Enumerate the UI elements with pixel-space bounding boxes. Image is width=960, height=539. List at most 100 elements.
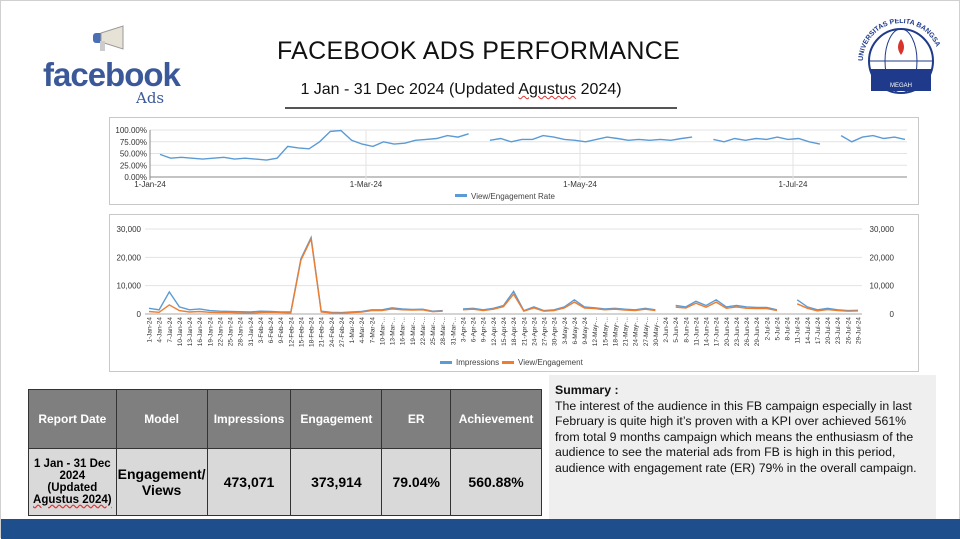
x-tick-label: 6-Apr-24 [471,317,478,343]
x-tick-label: 1-Jul-24 [779,180,808,189]
x-tick-label: 17-Jul-24 [815,317,822,344]
x-tick-label: 15-Apr-24 [501,317,508,346]
engagement-line [148,236,859,314]
date-line: (Updated [47,482,98,494]
x-tick-label: 6-Feb-24 [268,317,275,344]
subtitle-year: 2024) [576,81,622,98]
summary-heading: Summary : [555,383,619,397]
date-line: 2024 [59,470,86,482]
table-header-row: Report Date Model Impressions Engagement… [28,389,542,449]
x-tick-label: 28-Mar-... [440,317,447,345]
x-tick-label: 2-Jul-24 [764,317,771,341]
legend-label: Impressions [456,358,499,367]
x-tick-label: 25-Mar-... [430,317,437,345]
x-tick-label: 9-Feb-24 [278,317,285,344]
x-tick-label: 26-Jun-24 [744,317,751,347]
x-tick-label: 24-Feb-24 [329,317,336,347]
x-tick-label: 3-May-24 [562,317,569,345]
y-tick-label-right: 20,000 [870,253,895,262]
subtitle-month: Agustus [518,81,577,98]
x-tick-label: 31-Jan-24 [248,317,255,347]
y-tick-label-left: 20,000 [117,253,142,262]
col-report-date: Report Date [28,389,117,449]
x-tick-label: 1-Mar-24 [350,180,383,189]
performance-table: Report Date Model Impressions Engagement… [28,389,542,516]
x-tick-label: 11-Jul-24 [795,317,802,344]
x-tick-label: 3-Feb-24 [258,317,265,344]
x-tick-label: 4-Jan-24 [157,317,164,343]
table-row: 1 Jan - 31 Dec 2024 (Updated Agustus 2024) … [28,448,542,516]
y-tick-label-left: 30,000 [117,225,142,234]
x-tick-label: 14-Jun-24 [704,317,711,347]
x-tick-label: 3-Apr-24 [460,317,467,343]
x-tick-label: 26-Jul-24 [845,317,852,344]
col-engagement: Engagement [290,389,383,449]
x-tick-label: 15-Feb-24 [298,317,305,347]
x-tick-label: 13-Jan-24 [187,317,194,347]
x-tick-label: 8-Jun-24 [683,317,690,343]
col-er: ER [381,389,452,449]
x-tick-label: 1-Mar-24 [349,317,356,344]
er-chart-svg: 100.00% 75.00% 50.00% 25.00% 0.00%1-Jan-24 1-… [115,126,907,201]
cell-engagement: 373,914 [290,448,383,516]
x-tick-label: 22-Jan-24 [217,317,224,347]
university-logo: MEGAH UNIVERSITAS PELITA BANGSA [849,18,953,103]
x-tick-label: 30-May-... [653,317,660,346]
x-tick-label: 8-Jul-24 [785,317,792,341]
y-tick-label-right: 30,000 [870,225,895,234]
cell-achievement: 560.88% [450,448,542,516]
x-tick-label: 5-Jul-24 [774,317,781,341]
x-tick-label: 27-Feb-24 [339,317,346,347]
ads-logo-text: Ads [136,89,165,107]
x-tick-label: 19-Mar-... [410,317,417,345]
x-tick-label: 21-Apr-24 [521,317,528,346]
x-tick-label: 27-May-... [643,317,650,346]
x-tick-label: 5-Jun-24 [673,317,680,343]
impressions-chart-svg: 30,000 30,000 20,000 20,000 10,000 10,000 0 0 1-… [117,225,895,367]
cell-report-date: 1 Jan - 31 Dec 2024 (Updated Agustus 2024) [28,448,117,516]
legend-label: View/Engagement [518,358,584,367]
x-tick-label: 10-Jan-24 [177,317,184,347]
summary-body: The interest of the audience in this FB … [555,398,917,475]
y-tick-label-left: 10,000 [117,282,142,291]
x-tick-label: 7-Jan-24 [167,317,174,343]
col-model: Model [115,389,208,449]
x-tick-label: 27-Apr-24 [542,317,549,346]
x-tick-label: 31-Mar-... [450,317,457,345]
x-tick-label: 24-May-... [633,317,640,346]
summary-box: Summary : The interest of the audience i… [549,375,936,519]
legend-swatch [455,194,467,197]
x-tick-label: 9-Apr-24 [481,317,488,343]
cell-impressions: 473,071 [206,448,292,516]
x-tick-label: 16-Mar-... [400,317,407,345]
x-tick-label: 7-Mar-24 [369,317,376,344]
x-tick-label: 23-Jun-24 [734,317,741,347]
x-tick-label: 1-Jan-24 [134,180,166,189]
x-tick-label: 17-Jun-24 [714,317,721,347]
x-tick-label: 18-May-... [612,317,619,346]
x-tick-label: 12-Feb-24 [288,317,295,347]
x-tick-label: 20-Jun-24 [724,317,731,347]
y-tick-label-right: 10,000 [870,282,895,291]
x-tick-label: 9-May-24 [582,317,589,345]
legend-swatch-engagement [502,361,514,364]
date-line: 1 Jan - 31 Dec [33,458,111,470]
x-tick-label: 10-Mar-... [379,317,386,345]
title-divider [285,107,677,109]
y-tick-label: 75.00% [120,138,147,147]
x-tick-label: 22-Mar-... [420,317,427,345]
x-tick-label: 21-Feb-24 [319,317,326,347]
x-tick-label: 20-Jul-24 [825,317,832,344]
model-line: Engagement/ [117,466,206,482]
y-tick-label-right: 0 [890,310,895,319]
footer-bar [1,519,960,539]
x-tick-label: 25-Jan-24 [228,317,235,347]
page-subtitle: 1 Jan - 31 Dec 2024 (Updated Agustus 202… [241,81,681,99]
model-line: Views [141,482,182,498]
date-line: Agustus 2024) [33,494,112,506]
x-tick-label: 1-Jan-24 [147,317,154,343]
x-tick-label: 4-Mar-24 [359,317,366,344]
y-tick-label: 0.00% [124,173,147,182]
y-tick-label: 50.00% [120,150,147,159]
x-tick-label: 11-Jun-24 [693,317,700,346]
